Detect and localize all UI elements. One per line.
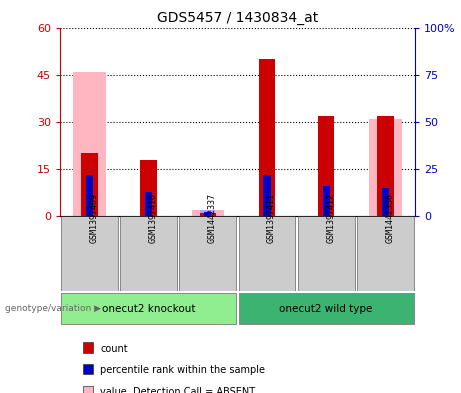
Title: GDS5457 / 1430834_at: GDS5457 / 1430834_at [157,11,318,25]
Text: GSM1397409: GSM1397409 [89,193,99,243]
Bar [318,116,334,216]
Bar [201,211,215,216]
Bar [298,216,355,291]
Bar [141,160,157,216]
Bar [323,186,330,216]
Text: onecut2 knockout: onecut2 knockout [102,303,195,314]
Text: genotype/variation ▶: genotype/variation ▶ [5,304,100,313]
Bar [239,292,414,324]
Bar [377,116,394,216]
Text: count: count [100,343,128,354]
Bar [382,188,389,216]
Bar [369,119,402,216]
Text: onecut2 wild type: onecut2 wild type [279,303,373,314]
Text: percentile rank within the sample: percentile rank within the sample [100,365,265,375]
Bar [145,192,152,216]
Bar [61,216,118,291]
Bar [259,59,275,216]
Bar [61,292,236,324]
Text: GSM1397410: GSM1397410 [148,193,158,243]
Bar [192,210,224,216]
Bar [179,216,236,291]
Text: GSM1442337: GSM1442337 [208,193,217,243]
Bar [239,216,296,291]
Text: value, Detection Call = ABSENT: value, Detection Call = ABSENT [100,387,255,393]
Text: GSM1442336: GSM1442336 [385,193,394,243]
Bar [81,153,98,216]
Bar [73,72,106,216]
Text: GSM1397412: GSM1397412 [326,193,335,243]
Bar [200,213,216,216]
Bar [263,174,271,216]
Bar [204,212,212,216]
Bar [86,174,93,216]
Bar [357,216,414,291]
Bar [120,216,177,291]
Text: GSM1397411: GSM1397411 [267,193,276,243]
